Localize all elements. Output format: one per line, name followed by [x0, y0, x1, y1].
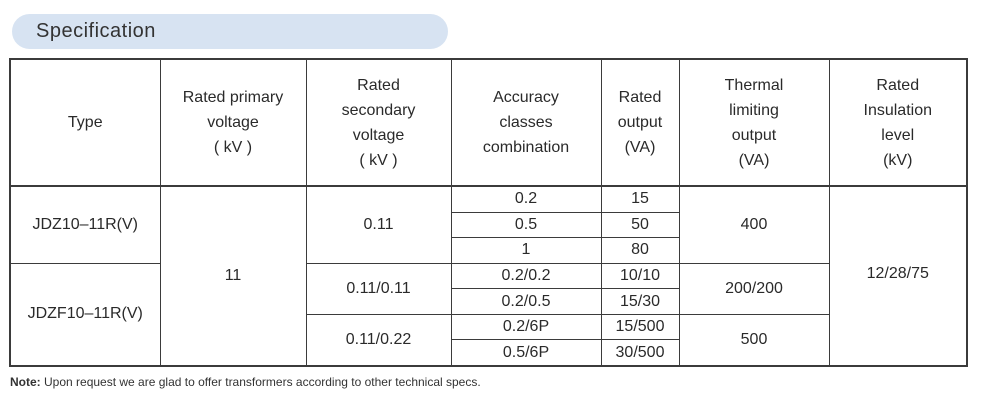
accuracy-cell: 1 [450, 237, 602, 264]
table-row: 0.5/6P 30/500 [10, 339, 967, 367]
secondary-voltage-cell: 0.11/0.11 [305, 262, 452, 315]
section-title: Specification [12, 14, 448, 49]
type-cell: JDZF10–11R(V) [9, 262, 161, 367]
rated-output-cell: 80 [600, 237, 680, 264]
table-row: 0.5 50 [10, 211, 967, 239]
footnote: Note: Upon request we are glad to offer … [10, 375, 481, 389]
rated-output-cell: 10/10 [600, 262, 680, 290]
header-primary-voltage: Rated primary voltage ( kV ) [159, 58, 307, 187]
header-thermal-output: Thermal limiting output (VA) [678, 58, 830, 187]
header-insulation: Rated Insulation level (kV) [828, 58, 968, 187]
rated-output-cell: 30/500 [600, 339, 680, 367]
thermal-output-cell: 200/200 [678, 262, 830, 315]
table-row: JDZF10–11R(V) 0.11/0.11 0.2/0.2 10/10 20… [9, 262, 967, 367]
accuracy-cell: 0.5/6P [450, 339, 602, 367]
rated-output-cell: 15/30 [600, 288, 680, 315]
header-rated-output: Rated output (VA) [600, 58, 680, 187]
primary-voltage-cell: 11 [159, 185, 307, 367]
table-row: 0.11/0.22 0.2/6P 15/500 500 [10, 313, 967, 367]
header-type: Type [9, 58, 161, 187]
accuracy-cell: 0.2/0.5 [450, 288, 602, 315]
table-row: 0.2/0.5 15/30 [10, 288, 967, 315]
rated-output-cell: 15/500 [600, 313, 680, 341]
accuracy-cell: 0.2 [450, 185, 602, 213]
insulation-cell: 12/28/75 [828, 185, 968, 367]
note-text: Upon request we are glad to offer transf… [40, 375, 481, 389]
rated-output-cell: 15 [600, 185, 680, 213]
secondary-voltage-cell: 0.11 [305, 185, 452, 264]
secondary-voltage-cell: 0.11/0.22 [305, 313, 452, 367]
table-row: JDZ10–11R(V) 11 0.11 0.2 15 400 12/28/75 [9, 185, 968, 367]
header-row: Type Rated primary voltage ( kV ) Rated … [9, 58, 968, 187]
type-cell: JDZ10–11R(V) [9, 185, 161, 264]
accuracy-cell: 0.2/6P [450, 313, 602, 341]
specification-table: Type Rated primary voltage ( kV ) Rated … [9, 58, 968, 367]
header-accuracy: Accuracy classes combination [450, 58, 602, 187]
header-secondary-voltage: Rated secondary voltage ( kV ) [305, 58, 452, 187]
accuracy-cell: 0.5 [450, 211, 602, 239]
accuracy-cell: 0.2/0.2 [450, 262, 602, 290]
rated-output-cell: 50 [600, 211, 680, 239]
thermal-output-cell: 500 [678, 313, 830, 367]
note-label: Note: [10, 375, 41, 389]
thermal-output-cell: 400 [678, 185, 830, 264]
